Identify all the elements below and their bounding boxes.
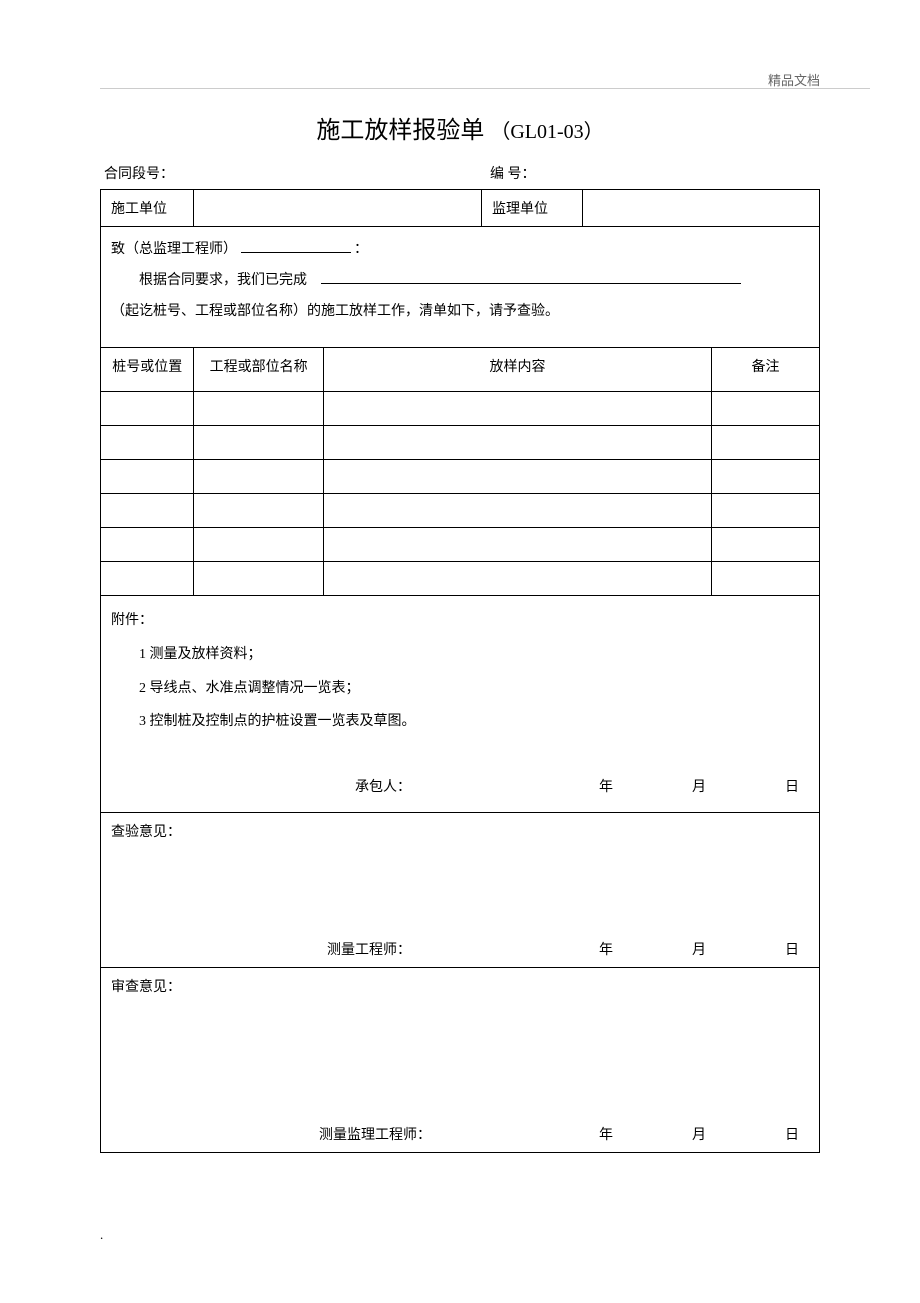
month-label: 月: [692, 1124, 706, 1144]
cell-r3c2[interactable]: [194, 460, 323, 494]
intro-line1: 致（总监理工程师） ：: [111, 235, 809, 266]
year-label: 年: [599, 1124, 613, 1144]
col-header-1: 桩号或位置: [101, 348, 194, 392]
cell-r2c2[interactable]: [194, 426, 323, 460]
review-section: 审查意见： 测量监理工程师： 年 月 日: [101, 968, 820, 1153]
intro-line2: 根据合同要求，我们已完成: [111, 266, 809, 297]
attachments-section: 附件： 1 测量及放样资料； 2 导线点、水准点调整情况一览表； 3 控制桩及控…: [101, 596, 820, 813]
intro-spacer: [111, 327, 809, 339]
cell-r2c4[interactable]: [712, 426, 820, 460]
cell-r3c3[interactable]: [323, 460, 711, 494]
cell-r4c3[interactable]: [323, 494, 711, 528]
supervision-unit-label: 监理单位: [482, 190, 583, 227]
footer-dot: .: [100, 1227, 103, 1243]
survey-supervisor-sign-line: 测量监理工程师： 年 月 日: [111, 1124, 809, 1144]
page-container: 精品文档 施工放样报验单 （GL01-03） 合同段号： 编 号： 施工单位 监…: [0, 0, 920, 1193]
intro-line1-prefix: 致（总监理工程师）: [111, 242, 237, 257]
intro-line2-prefix: 根据合同要求，我们已完成: [139, 273, 307, 288]
meta-row: 合同段号： 编 号：: [100, 163, 820, 183]
cell-r6c1[interactable]: [101, 562, 194, 596]
inspection-section: 查验意见： 测量工程师： 年 月 日: [101, 813, 820, 968]
title-main: 施工放样报验单: [316, 118, 484, 144]
col-header-3: 放样内容: [323, 348, 711, 392]
year-label: 年: [599, 771, 613, 805]
table-row: [101, 392, 820, 426]
month-label: 月: [692, 939, 706, 959]
table-row: [101, 460, 820, 494]
contract-number-label: 合同段号：: [104, 163, 430, 183]
attachment-item-3: 3 控制桩及控制点的护桩设置一览表及草图。: [111, 705, 809, 739]
cell-r4c4[interactable]: [712, 494, 820, 528]
col-header-4: 备注: [712, 348, 820, 392]
cell-r5c3[interactable]: [323, 528, 711, 562]
survey-engineer-sign-line: 测量工程师： 年 月 日: [111, 939, 809, 959]
col-header-2: 工程或部位名称: [194, 348, 323, 392]
cell-r5c2[interactable]: [194, 528, 323, 562]
cell-r1c1[interactable]: [101, 392, 194, 426]
completed-work-field[interactable]: [321, 270, 741, 284]
contractor-sign-line: 承包人： 年 月 日: [111, 771, 809, 805]
day-label: 日: [785, 939, 799, 959]
construction-unit-label: 施工单位: [101, 190, 194, 227]
cell-r2c1[interactable]: [101, 426, 194, 460]
review-opinion-field[interactable]: [111, 996, 809, 1106]
table-row: [101, 494, 820, 528]
cell-r4c1[interactable]: [101, 494, 194, 528]
attachments-title: 附件：: [111, 604, 809, 638]
cell-r2c3[interactable]: [323, 426, 711, 460]
title-code: （GL01-03）: [490, 121, 603, 143]
year-label: 年: [599, 939, 613, 959]
intro-section: 致（总监理工程师） ： 根据合同要求，我们已完成 （起讫桩号、工程或部位名称）的…: [101, 227, 820, 348]
serial-number-label: 编 号：: [430, 163, 816, 183]
day-label: 日: [785, 771, 799, 805]
survey-supervisor-date[interactable]: 年 月 日: [599, 1124, 809, 1144]
table-row: [101, 562, 820, 596]
survey-engineer-label: 测量工程师：: [111, 939, 411, 959]
cell-r6c2[interactable]: [194, 562, 323, 596]
table-header-row: 桩号或位置 工程或部位名称 放样内容 备注: [101, 348, 820, 392]
cell-r1c3[interactable]: [323, 392, 711, 426]
contractor-label: 承包人：: [111, 771, 411, 805]
inspection-opinion-field[interactable]: [111, 841, 809, 921]
cell-r6c4[interactable]: [712, 562, 820, 596]
form-table: 施工单位 监理单位 致（总监理工程师） ： 根据合同要求，我们已完成 （起讫桩号…: [100, 189, 820, 1153]
intro-line3: （起讫桩号、工程或部位名称）的施工放样工作，清单如下，请予查验。: [111, 297, 809, 328]
attachment-item-2: 2 导线点、水准点调整情况一览表；: [111, 672, 809, 706]
contractor-date[interactable]: 年 月 日: [599, 771, 809, 805]
cell-r3c4[interactable]: [712, 460, 820, 494]
intro-line1-suffix: ：: [354, 242, 368, 257]
month-label: 月: [692, 771, 706, 805]
cell-r6c3[interactable]: [323, 562, 711, 596]
page-title: 施工放样报验单 （GL01-03）: [100, 110, 820, 145]
chief-engineer-field[interactable]: [241, 239, 351, 253]
attachment-item-1: 1 测量及放样资料；: [111, 638, 809, 672]
cell-r3c1[interactable]: [101, 460, 194, 494]
inspection-title: 查验意见：: [111, 821, 809, 841]
cell-r1c2[interactable]: [194, 392, 323, 426]
header-watermark: 精品文档: [768, 70, 820, 89]
cell-r5c1[interactable]: [101, 528, 194, 562]
table-row: [101, 426, 820, 460]
cell-r4c2[interactable]: [194, 494, 323, 528]
cell-r1c4[interactable]: [712, 392, 820, 426]
day-label: 日: [785, 1124, 799, 1144]
header-rule: [100, 88, 870, 89]
survey-engineer-date[interactable]: 年 月 日: [599, 939, 809, 959]
unit-row: 施工单位 监理单位: [101, 190, 820, 227]
construction-unit-field[interactable]: [194, 190, 482, 227]
review-title: 审查意见：: [111, 976, 809, 996]
supervision-unit-field[interactable]: [582, 190, 819, 227]
survey-supervisor-label: 测量监理工程师：: [111, 1124, 431, 1144]
cell-r5c4[interactable]: [712, 528, 820, 562]
table-row: [101, 528, 820, 562]
